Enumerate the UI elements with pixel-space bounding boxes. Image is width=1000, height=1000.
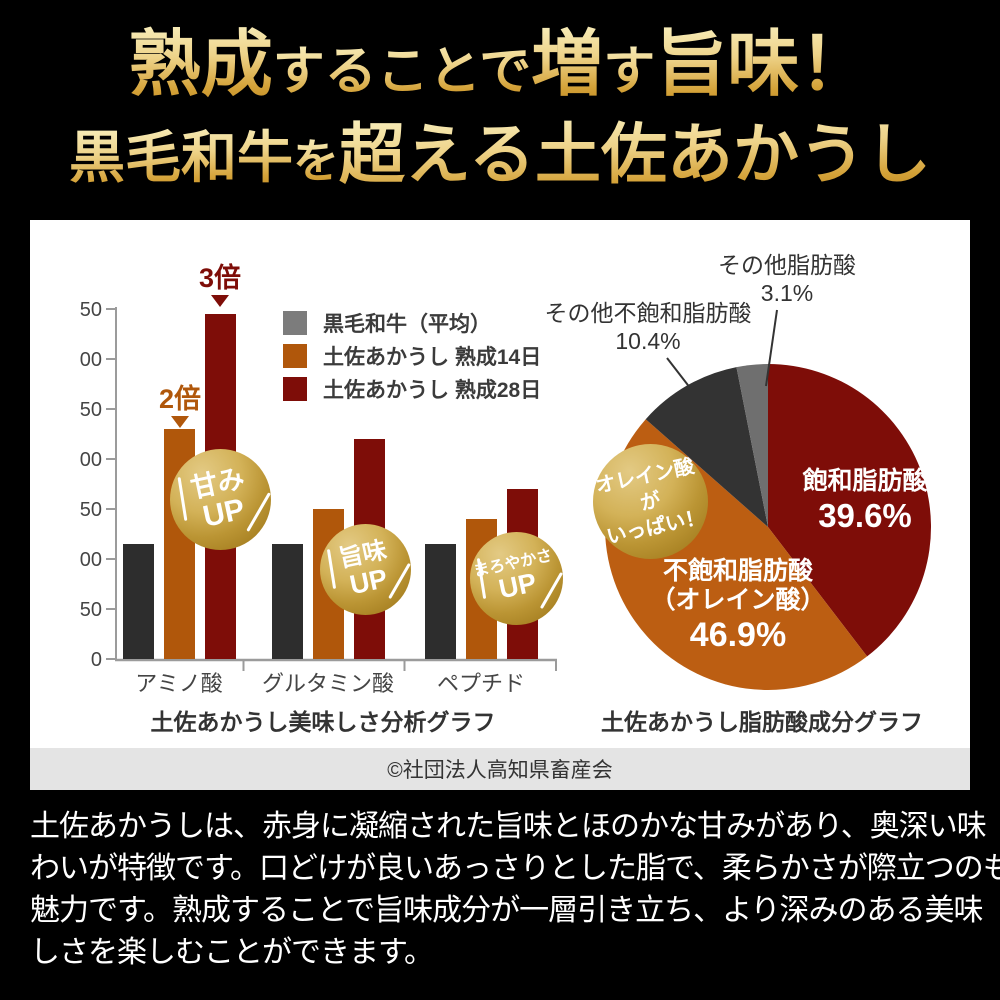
badge-slash-left-icon: [177, 477, 188, 522]
header-line1-seg-large3: 旨味！: [655, 21, 872, 106]
badge-umami-up: 旨味 UP: [320, 524, 411, 615]
annotation-3x: 3倍: [190, 263, 250, 307]
pie-label-other-fat-name: その他脂肪酸: [718, 252, 856, 278]
copyright-strip: ©社団法人高知県畜産会: [30, 748, 970, 790]
badge-slash-left-icon: [326, 549, 337, 590]
header-line-1: 熟成することで増す旨味！: [0, 24, 1000, 124]
pie-label-other-unsat-name: その他不飽和脂肪酸: [544, 300, 752, 326]
y-axis-tick-label: 150: [80, 499, 102, 521]
description-line-3: 魅力です。熟成することで旨味成分が一層引き立ち、より深みのある美味: [30, 894, 984, 927]
description-line-2: わいが特徴です。口どけが良いあっさりとした脂で、柔らかさが際立つのも: [30, 852, 1000, 885]
legend-item-kuroge: 黒毛和牛（平均）: [283, 311, 541, 336]
badge-sweetness-up-text: 甘み UP: [187, 463, 254, 535]
leader-line-other-unsat: [666, 357, 702, 403]
leader-line-other-fat: [765, 309, 778, 387]
pie-label-saturated-name: 飽和脂肪酸: [802, 467, 928, 495]
pie-label-other-fat: その他脂肪酸 3.1%: [657, 251, 917, 307]
header-line2-seg3: 超える土佐あかうし: [338, 115, 932, 193]
y-axis-tick-label: 100: [80, 549, 102, 571]
bar-category-peptide: ペプチド: [436, 671, 525, 696]
description-paragraph: 土佐あかうしは、赤身に凝縮された旨味とほのかな甘みがあり、奥深い味 わいが特徴で…: [30, 806, 1000, 974]
pie-label-saturated-pct: 39.6%: [818, 497, 912, 534]
pie-label-other-unsat-fat: その他不飽和脂肪酸 10.4%: [508, 299, 788, 355]
annotation-2x-text: 2倍: [158, 384, 202, 414]
pie-label-unsaturated-name1: 不飽和脂肪酸: [662, 557, 813, 585]
pie-slice-3: [736, 364, 768, 527]
down-triangle-icon: [211, 295, 229, 307]
bar-category-amino: アミノ酸: [135, 671, 223, 696]
annotation-2x: 2倍: [150, 384, 210, 428]
legend-label-aged14: 土佐あかうし 熟成14日: [323, 346, 542, 369]
legend-swatch-aged28: [283, 377, 307, 401]
y-axis-tick-label: 350: [80, 299, 102, 321]
legend-item-aged28: 土佐あかうし 熟成28日: [283, 377, 542, 402]
badge-sweetness-up: 甘み UP: [170, 449, 271, 550]
header-line1-seg-large2: 増: [531, 21, 604, 106]
legend-label-kuroge: 黒毛和牛（平均）: [323, 313, 491, 336]
copyright-text: ©社団法人高知県畜産会: [387, 759, 613, 782]
pie-chart-caption: 土佐あかうし脂肪酸成分グラフ: [601, 709, 923, 735]
y-axis-tick-label: 200: [80, 449, 102, 471]
legend-swatch-kuroge: [283, 311, 307, 335]
badge-oleic-acid: オレイン酸が いっぱい！: [593, 444, 708, 559]
bar-0-series-0: [123, 544, 154, 659]
legend-item-aged14: 土佐あかうし 熟成14日: [283, 344, 542, 369]
y-axis-tick-label: 250: [80, 399, 102, 421]
header-line1-seg-small2: す: [603, 41, 656, 102]
pie-label-saturated: 飽和脂肪酸 39.6%: [765, 466, 965, 535]
legend-label-aged28: 土佐あかうし 熟成28日: [323, 379, 542, 402]
pie-label-other-fat-pct: 3.1%: [760, 280, 814, 306]
bar-chart-legend: 黒毛和牛（平均） 土佐あかうし 熟成14日 土佐あかうし 熟成28日: [283, 311, 542, 402]
description-line-4: しさを楽しむことができます。: [30, 936, 434, 969]
pie-label-unsaturated-name2: （オレイン酸）: [650, 586, 826, 614]
badge-oleic-acid-text: オレイン酸が いっぱい！: [586, 451, 715, 551]
pie-label-unsaturated-pct: 46.9%: [689, 616, 787, 654]
header-line-2: 黒毛和牛を超える土佐あかうし: [0, 108, 1000, 218]
badge-mellowness-up: まろやかさ UP: [470, 532, 563, 625]
pie-label-other-unsat-pct: 10.4%: [615, 328, 681, 354]
bar-category-glutamin: グルタミン酸: [261, 671, 394, 696]
y-axis-tick-label: 50: [80, 599, 102, 621]
bar-1-series-0: [272, 544, 303, 659]
header-line1-seg-small: することで: [272, 41, 532, 102]
y-axis-tick-label: 0: [91, 649, 102, 671]
bar-2-series-0: [425, 544, 456, 659]
header-line2-seg2: を: [292, 134, 339, 188]
pie-slice-2: [645, 367, 768, 527]
bar-chart-caption: 土佐あかうし美味しさ分析グラフ: [150, 709, 496, 735]
header-line1-seg-large: 熟成: [128, 21, 273, 106]
description-line-1: 土佐あかうしは、赤身に凝縮された旨味とほのかな甘みがあり、奥深い味: [30, 810, 987, 843]
pie-label-unsaturated: 不飽和脂肪酸 （オレイン酸） 46.9%: [613, 557, 863, 655]
legend-swatch-aged14: [283, 344, 307, 368]
header-line2-seg1: 黒毛和牛: [68, 125, 293, 191]
y-axis-tick-label: 300: [80, 349, 102, 371]
down-triangle-icon: [171, 416, 189, 428]
badge-umami-up-text: 旨味 UP: [336, 537, 394, 602]
annotation-3x-text: 3倍: [198, 263, 242, 293]
pie-slice-0: [768, 364, 931, 657]
